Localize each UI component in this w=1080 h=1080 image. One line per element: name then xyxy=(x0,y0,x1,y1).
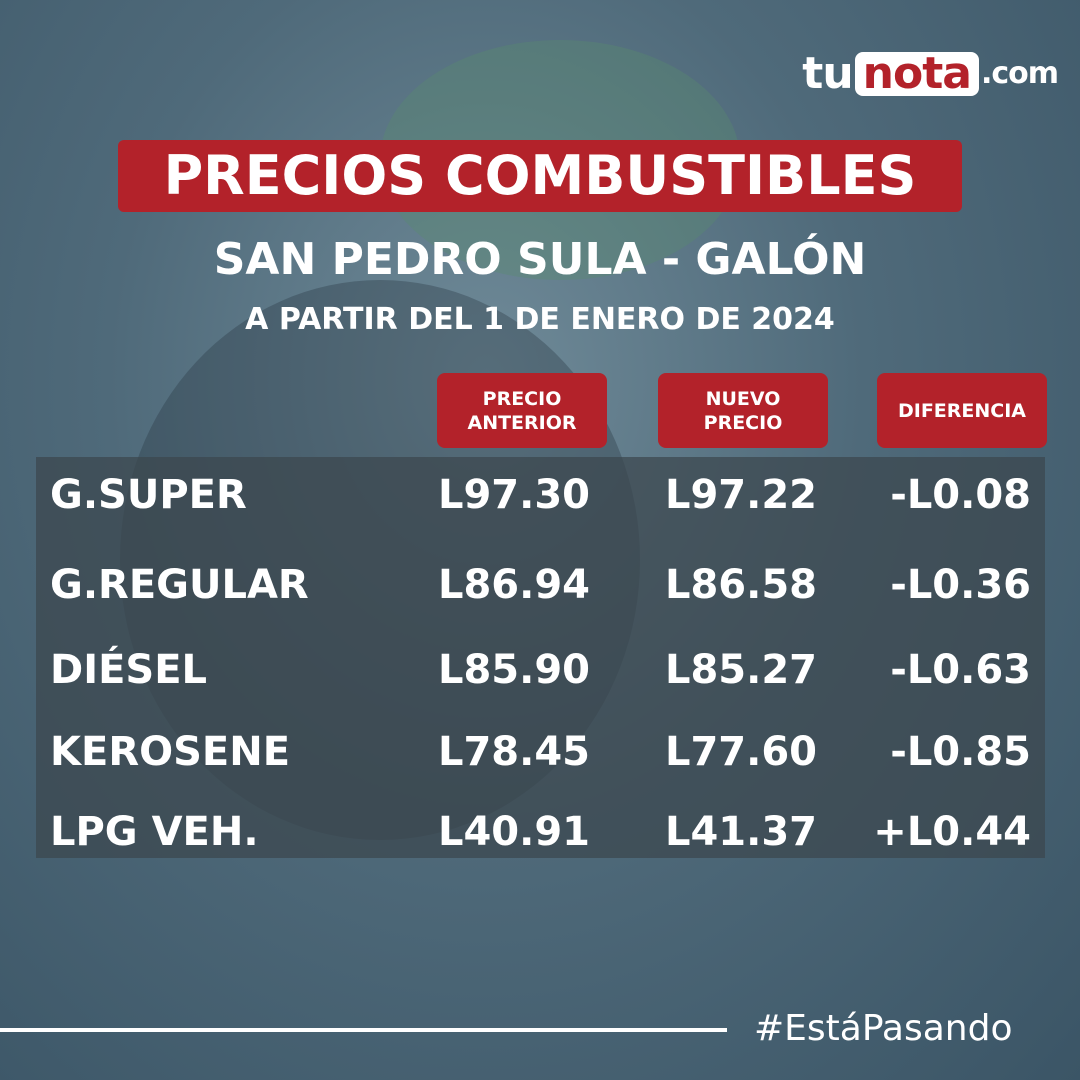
price-cell: L40.91 xyxy=(437,809,590,855)
date: A PARTIR DEL 1 DE ENERO DE 2024 xyxy=(245,302,835,337)
price-cell: -L0.36 xyxy=(890,562,1031,608)
price-cell: L86.58 xyxy=(664,562,817,608)
price-cell: L78.45 xyxy=(437,729,590,775)
footer-line xyxy=(0,1028,727,1032)
fuel-name: KEROSENE xyxy=(50,729,291,775)
price-cell: L85.27 xyxy=(664,647,817,693)
title: PRECIOS COMBUSTIBLES xyxy=(118,140,962,212)
price-cell: -L0.08 xyxy=(890,472,1031,518)
fuel-name: DIÉSEL xyxy=(50,647,208,693)
column-header: PRECIO ANTERIOR xyxy=(437,373,607,448)
fuel-name: LPG VEH. xyxy=(50,809,259,855)
logo-part: .com xyxy=(980,56,1059,91)
price-cell: L41.37 xyxy=(664,809,817,855)
fuel-name: G.SUPER xyxy=(50,472,247,518)
table-row: LPG VEH. L40.91 L41.37 +L0.44 xyxy=(36,802,1045,862)
price-cell: L86.94 xyxy=(437,562,590,608)
column-header: NUEVO PRECIO xyxy=(658,373,828,448)
subtitle: SAN PEDRO SULA - GALÓN xyxy=(213,234,867,285)
logo-part: tu xyxy=(802,48,853,99)
price-cell: +L0.44 xyxy=(873,809,1031,855)
table-row: G.REGULAR L86.94 L86.58 -L0.36 xyxy=(36,555,1045,615)
table-background xyxy=(36,457,1045,858)
logo: tu nota .com xyxy=(802,48,1059,99)
price-cell: L97.30 xyxy=(437,472,590,518)
price-cell: L77.60 xyxy=(664,729,817,775)
fuel-name: G.REGULAR xyxy=(50,562,309,608)
hashtag: #EstáPasando xyxy=(754,1008,1013,1049)
logo-part: nota xyxy=(854,51,979,96)
table-row: G.SUPER L97.30 L97.22 -L0.08 xyxy=(36,465,1045,525)
table-row: KEROSENE L78.45 L77.60 -L0.85 xyxy=(36,722,1045,782)
column-header: DIFERENCIA xyxy=(877,373,1047,448)
table-row: DIÉSEL L85.90 L85.27 -L0.63 xyxy=(36,640,1045,700)
price-cell: -L0.85 xyxy=(890,729,1031,775)
price-cell: L85.90 xyxy=(437,647,590,693)
price-cell: -L0.63 xyxy=(890,647,1031,693)
price-cell: L97.22 xyxy=(664,472,817,518)
